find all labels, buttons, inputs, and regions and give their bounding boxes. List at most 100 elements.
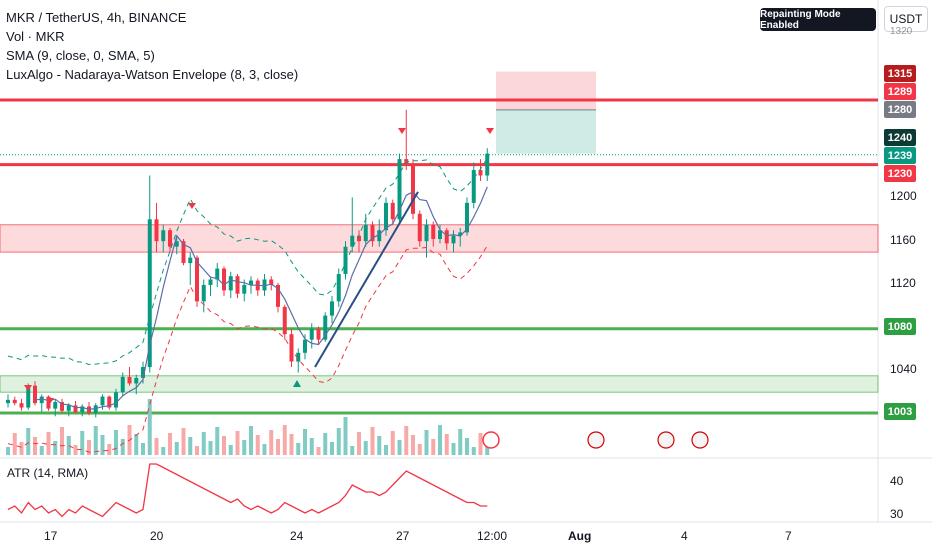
volume-bar — [73, 445, 78, 455]
currency-button[interactable]: USDT — [884, 6, 928, 32]
candle-body — [127, 376, 132, 384]
volume-bar — [6, 447, 10, 455]
chart-legend: MKR / TetherUS, 4h, BINANCE Vol · MKR SM… — [6, 8, 298, 84]
candle-body — [26, 385, 31, 408]
candle-body — [316, 328, 321, 340]
sell-signal-arrow — [46, 398, 54, 404]
volume-bar — [161, 447, 166, 455]
volume-bar — [289, 434, 294, 455]
volume-bar — [188, 437, 193, 455]
volume-bar — [249, 426, 253, 455]
candle-body — [390, 202, 395, 220]
atr-tick: 40 — [890, 474, 904, 488]
volume-bar — [357, 432, 361, 455]
candle-body — [444, 230, 449, 244]
time-tick: 27 — [396, 529, 410, 543]
candle-body — [53, 402, 58, 409]
candle-body — [269, 279, 274, 285]
candle-body — [39, 396, 44, 404]
volume-bar — [384, 445, 388, 455]
volume-bar — [134, 434, 139, 455]
volume-bar — [397, 440, 402, 455]
candle-body — [465, 202, 469, 233]
volume-bar — [46, 432, 51, 455]
candle-body — [120, 376, 125, 393]
volume-bar — [80, 431, 85, 455]
atr-line — [7, 463, 488, 518]
candle-body — [141, 367, 145, 378]
atr-indicator-label[interactable]: ATR (14, RMA) — [7, 466, 89, 480]
volume-bar — [87, 440, 91, 455]
volume-bar — [458, 429, 463, 455]
envelope-indicator-label[interactable]: LuxAlgo - Nadaraya-Watson Envelope (8, 3… — [6, 67, 299, 82]
candle-body — [350, 235, 355, 247]
candle-body — [100, 396, 105, 406]
candle-body — [438, 230, 442, 239]
candle-body — [363, 224, 368, 242]
us-flag-icon — [587, 431, 605, 449]
candle-body — [188, 257, 193, 264]
candle-body — [336, 274, 341, 302]
volume-bar — [26, 428, 31, 455]
candle-body — [282, 306, 287, 335]
volume-indicator-label[interactable]: Vol · MKR — [6, 29, 65, 44]
candle-body — [46, 396, 51, 409]
candle-body — [370, 224, 375, 242]
candle-body — [154, 219, 159, 242]
time-tick: 4 — [681, 529, 688, 543]
symbol-title[interactable]: MKR / TetherUS, 4h, BINANCE — [6, 10, 187, 25]
price-tick: 1160 — [890, 233, 916, 247]
candle-body — [93, 405, 98, 413]
repainting-mode-badge: Repainting Mode Enabled — [760, 8, 876, 31]
candle-body — [12, 399, 17, 404]
time-tick: Aug — [568, 529, 592, 543]
candle-body — [424, 224, 429, 242]
candle-body — [107, 396, 112, 408]
candle-body — [195, 257, 199, 302]
volume-bar — [222, 436, 226, 455]
volume-bar — [255, 435, 260, 455]
volume-bar — [53, 441, 58, 455]
candle-body — [33, 385, 37, 404]
volume-bar — [465, 438, 469, 455]
candle-body — [147, 219, 152, 368]
volume-bar — [323, 433, 328, 455]
time-tick: 12:00 — [477, 529, 508, 543]
volume-bar — [208, 441, 213, 455]
candle-body — [73, 405, 78, 412]
candle-body — [296, 352, 301, 362]
candle-body — [134, 377, 139, 384]
price-label-stop: 1315 — [884, 65, 916, 82]
volume-bar — [262, 444, 267, 455]
us-flag-icon — [691, 431, 709, 449]
volume-bar — [168, 433, 172, 455]
volume-bar — [303, 429, 307, 455]
sma-indicator-label[interactable]: SMA (9, close, 0, SMA, 5) — [6, 48, 155, 63]
candle-body — [303, 339, 307, 353]
volume-bar — [330, 442, 334, 455]
volume-bar — [147, 399, 152, 455]
candle-body — [168, 230, 172, 247]
volume-bar — [296, 443, 301, 455]
candle-body — [222, 268, 226, 291]
volume-bar — [451, 443, 456, 455]
candle-body — [330, 301, 334, 316]
candle-body — [343, 246, 348, 275]
volume-bar — [235, 431, 240, 455]
volume-bar — [19, 442, 24, 455]
trend-line — [314, 191, 419, 368]
candle-body — [417, 213, 422, 242]
candle-body — [161, 230, 166, 242]
volume-bar — [60, 427, 64, 455]
candle-body — [201, 284, 206, 302]
candle-body — [377, 230, 382, 242]
volume-bar — [444, 434, 449, 455]
volume-bar — [12, 433, 17, 455]
candle-body — [66, 405, 71, 411]
volume-bar — [93, 426, 98, 455]
candle-body — [235, 276, 240, 294]
candle-body — [411, 164, 415, 214]
sell-signal-arrow — [486, 128, 494, 134]
candle-body — [215, 268, 220, 280]
